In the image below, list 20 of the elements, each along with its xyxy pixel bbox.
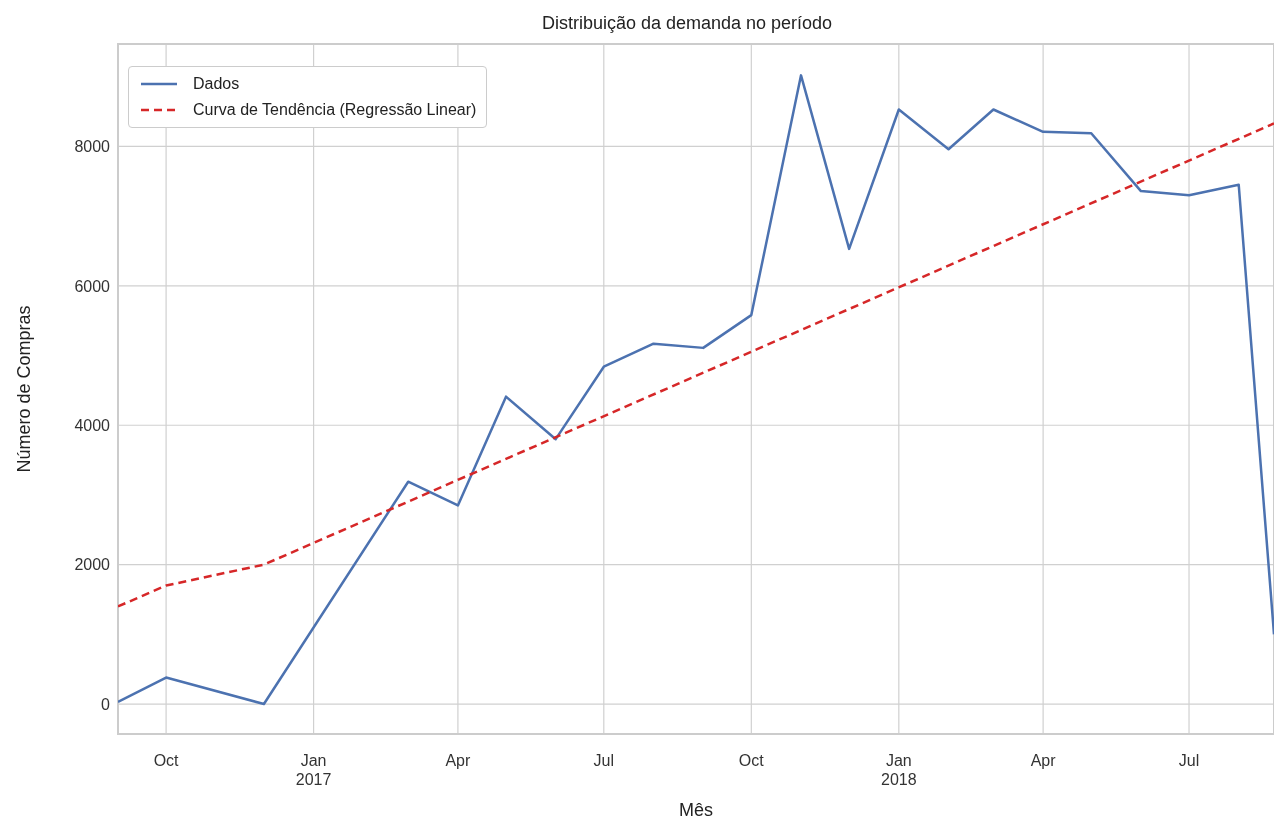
x-tick-label: Apr: [1030, 752, 1057, 770]
line-series: [118, 122, 1274, 608]
y-tick-label: 0: [101, 695, 111, 713]
y-tick-label: 2000: [74, 556, 111, 574]
x-tick-label: Jul: [593, 752, 615, 770]
x-tick-label: Jan 2018: [881, 752, 917, 788]
legend-label: Curva de Tendência (Regressão Linear): [193, 101, 477, 119]
line-series: [118, 74, 1274, 706]
x-tick-label: Apr: [445, 752, 472, 770]
y-axis-title: Número de Compras: [14, 305, 35, 473]
y-tick-label: 8000: [74, 138, 111, 156]
y-tick-label: 6000: [74, 277, 111, 295]
x-tick-label: Jan 2017: [295, 752, 332, 788]
x-tick-label: Oct: [153, 752, 180, 770]
x-tick-label: Oct: [738, 752, 765, 770]
x-tick-label: Jul: [1178, 752, 1200, 770]
chart-title: Distribuição da demanda no período: [540, 12, 834, 35]
y-tick-label: 4000: [74, 416, 111, 434]
x-axis-title: Mês: [678, 800, 714, 820]
legend-label: Dados: [193, 75, 240, 93]
